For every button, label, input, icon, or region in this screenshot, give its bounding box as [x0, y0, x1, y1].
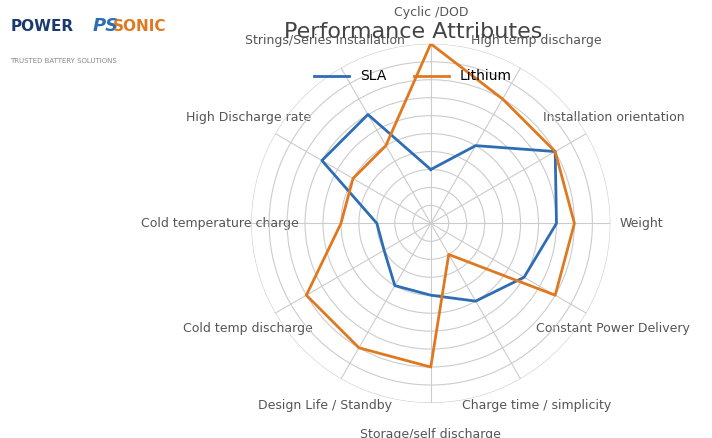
Legend: SLA, Lithium: SLA, Lithium: [308, 64, 518, 89]
Text: TRUSTED BATTERY SOLUTIONS: TRUSTED BATTERY SOLUTIONS: [11, 58, 117, 64]
Text: PS: PS: [93, 17, 119, 35]
Text: POWER: POWER: [11, 19, 73, 34]
Text: SONIC: SONIC: [113, 19, 167, 34]
Text: Performance Attributes: Performance Attributes: [284, 22, 542, 42]
